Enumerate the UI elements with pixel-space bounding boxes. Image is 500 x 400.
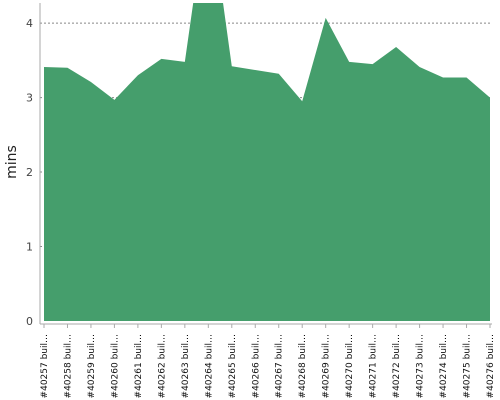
x-tick-label: #40266 buil… [251, 334, 261, 398]
x-tick-label: #40274 buil… [439, 334, 449, 398]
y-tick-label: 0 [26, 315, 33, 328]
y-tick-label: 1 [26, 241, 33, 254]
x-tick-label: #40257 buil… [40, 334, 50, 398]
x-tick-label: #40263 buil… [181, 334, 191, 398]
y-tick-label: 4 [26, 17, 33, 30]
x-tick-label: #40264 buil… [204, 334, 214, 398]
x-tick-label: #40270 buil… [345, 334, 355, 398]
y-tick-label: 3 [26, 92, 33, 105]
x-tick-label: #40271 buil… [369, 334, 379, 398]
x-tick-label: #40259 buil… [87, 334, 97, 398]
x-tick-label: #40262 buil… [157, 334, 167, 398]
area [44, 3, 490, 321]
y-tick-label: 2 [26, 166, 33, 179]
x-tick-label: #40258 buil… [63, 334, 73, 398]
x-tick-label: #40272 buil… [392, 334, 402, 398]
x-tick-label: #40268 buil… [298, 334, 308, 398]
x-tick-label: #40267 buil… [275, 334, 285, 398]
x-tick-label: #40273 buil… [416, 334, 426, 398]
x-tick-label: #40275 buil… [463, 334, 473, 398]
y-axis-label: mins [4, 145, 20, 179]
x-tick-label: #40269 buil… [322, 334, 332, 398]
x-tick-label: #40261 buil… [134, 334, 144, 398]
x-tick-label: #40265 buil… [228, 334, 238, 398]
x-tick-label: #40260 buil… [110, 334, 120, 398]
x-tick-label: #40276 buil… [486, 334, 496, 398]
